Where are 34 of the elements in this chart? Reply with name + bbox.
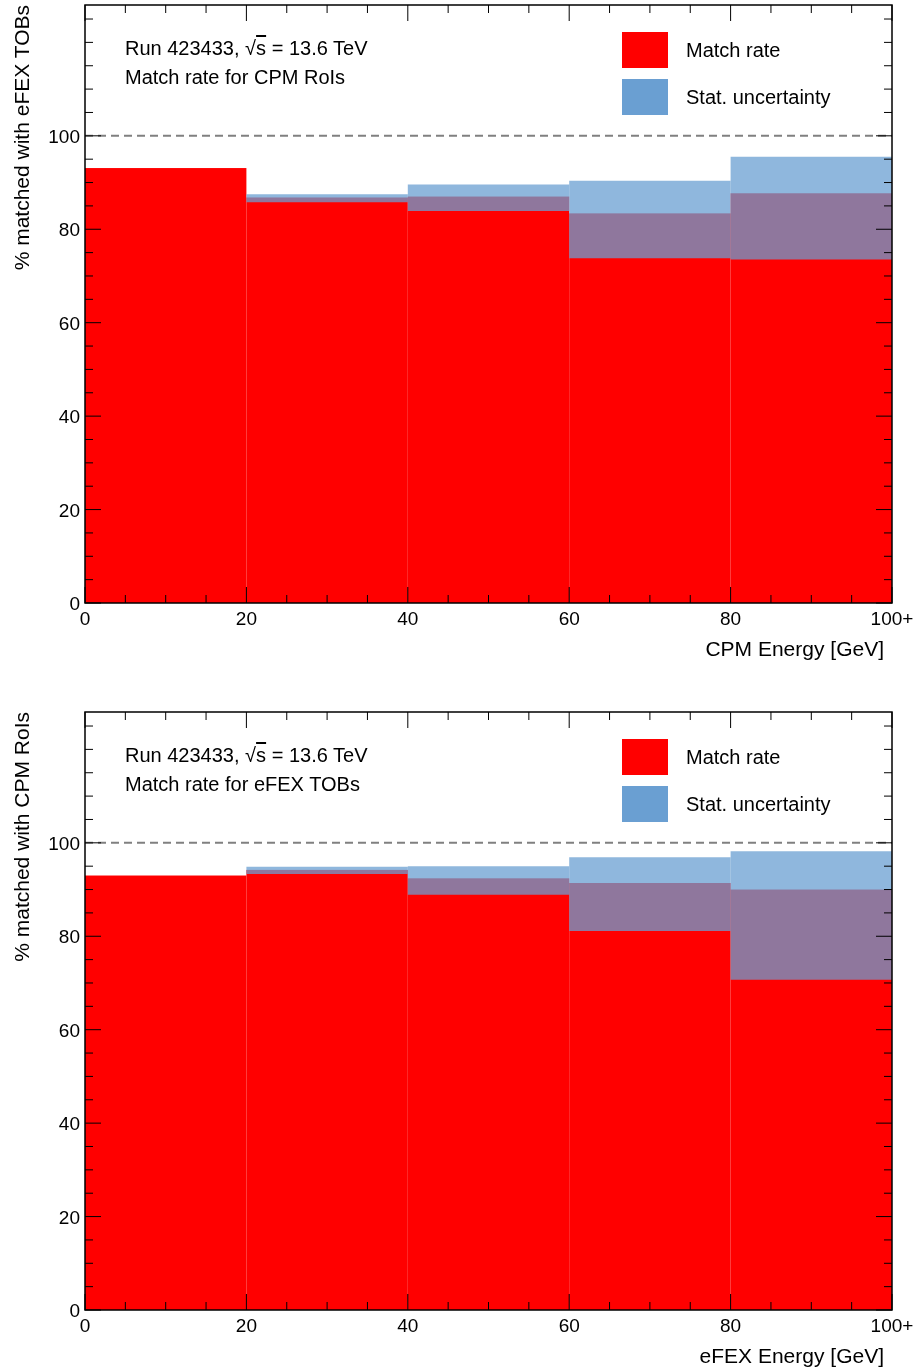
annotation: Run 423433, √s = 13.6 TeV xyxy=(125,37,369,59)
x-tick-label: 80 xyxy=(720,1315,742,1336)
y-tick-label: 40 xyxy=(58,1113,80,1135)
x-tick-label: 100+ xyxy=(870,608,914,629)
x-tick-label: 40 xyxy=(397,1315,419,1336)
y-axis-title: % matched with CPM RoIs xyxy=(10,712,33,962)
x-tick-label: 60 xyxy=(558,608,580,629)
x-tick-label: 80 xyxy=(720,608,742,629)
x-axis-title: eFEX Energy [GeV] xyxy=(699,1344,884,1367)
y-tick-label: 0 xyxy=(69,593,80,614)
x-axis-title: CPM Energy [GeV] xyxy=(705,637,884,660)
y-tick-label: 80 xyxy=(58,926,80,948)
legend-label: Match rate xyxy=(686,39,781,61)
annotation: Run 423433, √s = 13.6 TeV xyxy=(125,744,369,766)
legend-label: Match rate xyxy=(686,746,781,768)
annotation: Match rate for eFEX TOBs xyxy=(125,773,360,795)
annotation: Stat. uncertainty xyxy=(686,86,831,108)
y-tick-label: 0 xyxy=(69,1300,80,1321)
y-tick-label: 100 xyxy=(48,125,80,147)
x-tick-label: 20 xyxy=(235,608,257,629)
x-tick-label: 60 xyxy=(558,1315,580,1336)
y-axis-title: % matched with eFEX TOBs xyxy=(10,5,33,271)
y-tick-label: 20 xyxy=(58,499,80,521)
y-tick-label: 40 xyxy=(58,406,80,428)
x-tick-label: 100+ xyxy=(870,1315,914,1336)
y-tick-label: 60 xyxy=(58,312,80,334)
annotation: Match rate for CPM RoIs xyxy=(125,66,346,88)
annotation: Stat. uncertainty xyxy=(686,793,831,815)
y-tick-label: 60 xyxy=(58,1019,80,1041)
y-tick-label: 20 xyxy=(58,1206,80,1228)
x-tick-label: 40 xyxy=(397,608,419,629)
y-tick-label: 100 xyxy=(48,832,80,854)
x-tick-label: 20 xyxy=(235,1315,257,1336)
y-tick-label: 80 xyxy=(58,219,80,241)
